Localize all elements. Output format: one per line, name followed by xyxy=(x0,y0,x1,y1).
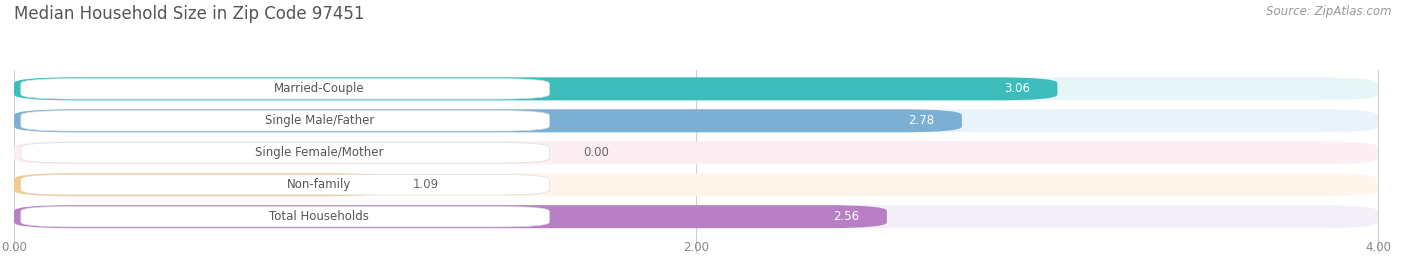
FancyBboxPatch shape xyxy=(21,174,550,195)
FancyBboxPatch shape xyxy=(14,173,385,196)
Text: Non-family: Non-family xyxy=(287,178,352,191)
Text: 2.78: 2.78 xyxy=(908,114,935,127)
FancyBboxPatch shape xyxy=(14,205,887,228)
FancyBboxPatch shape xyxy=(14,205,1378,228)
Text: 0.00: 0.00 xyxy=(583,146,609,159)
Text: Single Female/Mother: Single Female/Mother xyxy=(254,146,384,159)
Text: Total Households: Total Households xyxy=(270,210,370,223)
Text: 2.56: 2.56 xyxy=(834,210,859,223)
Text: Source: ZipAtlas.com: Source: ZipAtlas.com xyxy=(1267,5,1392,18)
FancyBboxPatch shape xyxy=(21,111,550,131)
FancyBboxPatch shape xyxy=(21,79,550,99)
FancyBboxPatch shape xyxy=(14,109,1378,132)
Text: Single Male/Father: Single Male/Father xyxy=(264,114,374,127)
FancyBboxPatch shape xyxy=(14,173,1378,196)
FancyBboxPatch shape xyxy=(14,109,962,132)
FancyBboxPatch shape xyxy=(14,77,1378,100)
Text: 3.06: 3.06 xyxy=(1004,82,1031,95)
FancyBboxPatch shape xyxy=(21,206,550,227)
FancyBboxPatch shape xyxy=(21,143,550,163)
FancyBboxPatch shape xyxy=(14,77,1057,100)
Text: 1.09: 1.09 xyxy=(413,178,439,191)
Text: Married-Couple: Married-Couple xyxy=(274,82,364,95)
FancyBboxPatch shape xyxy=(14,141,1378,164)
Text: Median Household Size in Zip Code 97451: Median Household Size in Zip Code 97451 xyxy=(14,5,364,23)
